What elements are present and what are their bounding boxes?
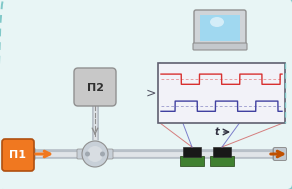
FancyBboxPatch shape: [210, 156, 234, 166]
FancyBboxPatch shape: [213, 147, 231, 157]
FancyBboxPatch shape: [183, 147, 201, 157]
FancyBboxPatch shape: [180, 156, 204, 166]
FancyBboxPatch shape: [158, 63, 285, 123]
FancyBboxPatch shape: [103, 149, 113, 159]
FancyBboxPatch shape: [200, 15, 240, 41]
FancyBboxPatch shape: [77, 149, 87, 159]
FancyBboxPatch shape: [193, 43, 247, 50]
Circle shape: [87, 146, 103, 162]
Text: t: t: [214, 127, 219, 137]
Text: Π1: Π1: [10, 150, 27, 160]
Circle shape: [85, 152, 90, 156]
FancyBboxPatch shape: [74, 68, 116, 106]
FancyBboxPatch shape: [2, 139, 34, 171]
Ellipse shape: [91, 99, 100, 105]
Ellipse shape: [210, 17, 224, 27]
FancyBboxPatch shape: [22, 147, 34, 160]
Circle shape: [82, 141, 108, 167]
Text: >: >: [146, 87, 156, 99]
FancyBboxPatch shape: [274, 147, 286, 160]
FancyBboxPatch shape: [25, 148, 35, 160]
FancyBboxPatch shape: [194, 10, 246, 46]
Text: Π2: Π2: [86, 83, 103, 93]
Circle shape: [100, 152, 105, 156]
FancyBboxPatch shape: [273, 148, 283, 160]
